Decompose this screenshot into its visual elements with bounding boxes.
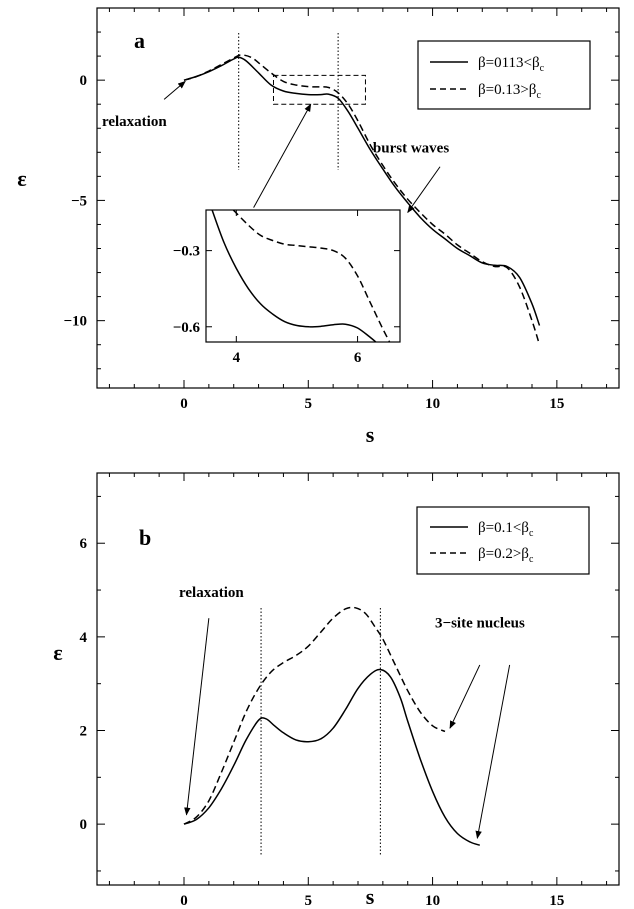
panel-a-legend: β=0113<βc β=0.13>βc: [417, 40, 591, 110]
panel-a-legend-label-1: β=0113<βc: [478, 55, 545, 74]
panel-b-annotation-3-site-nucleus: 3−site nucleus: [435, 616, 525, 632]
panel-b-annotation-relaxation: relaxation: [179, 585, 244, 601]
panel-a-annotation-relaxation: relaxation: [102, 114, 167, 130]
panel-a-legend-label-2: β=0.13>βc: [478, 82, 541, 101]
panel-b-annotation-arrow: [449, 664, 481, 729]
panel-b-plot-frame: [96, 472, 620, 886]
panel-a-annotation-burst-waves: burst waves: [373, 140, 449, 156]
panel-b-legend-label-2: β=0.2>βc: [478, 546, 534, 565]
panel-a-y-axis-label: ε: [17, 166, 26, 191]
panel-b-x-tick-label: 10: [425, 893, 440, 909]
panel-a-inset: 4 6 −0.3 −0.6: [173, 209, 401, 366]
panel-a-inset-y-tick-label: −0.6: [173, 320, 201, 336]
panel-b-y-tick-label: 2: [80, 724, 88, 740]
panel-a-x-tick-label: 15: [549, 396, 564, 412]
panel-a-x-tick-label: 5: [305, 396, 313, 412]
panel-a-annotation-arrow: [163, 80, 186, 100]
panel-a-legend-box: [417, 40, 591, 110]
panel-b-y-tick-label: 6: [80, 536, 88, 552]
panel-a-zoom-region-box: [272, 74, 366, 105]
panel-a-inset-series-solid-line: [211, 210, 377, 342]
panel-b-x-axis-label: s: [366, 884, 375, 909]
panel-a-x-axis-label: s: [366, 422, 375, 447]
panel-a-inset-pointer-arrow: [253, 103, 312, 208]
panel-a: 0 5 10 15 0 −5 −10 a s ε β=0113<βc β=0.13>βc r…: [17, 7, 620, 447]
panel-a-inset-y-tick-label: −0.3: [173, 244, 200, 260]
panel-b-y-tick-label: 0: [80, 817, 88, 833]
panel-a-annotation-arrow: [407, 166, 441, 214]
panel-a-series-solid-line: [183, 56, 541, 326]
panel-a-y-tick-label: 0: [80, 73, 88, 89]
panel-b-annotation-arrow: [475, 664, 511, 839]
panel-b-x-tick-label: 15: [549, 893, 564, 909]
panel-a-x-tick-label: 10: [425, 396, 440, 412]
panel-a-inset-x-tick-label: 6: [354, 350, 362, 366]
panel-a-inset-x-tick-label: 4: [233, 350, 241, 366]
panel-b-series-dashed-line: [183, 606, 446, 825]
panel-b-legend: β=0.1<βc β=0.2>βc: [416, 506, 590, 575]
panel-a-y-tick-label: −10: [63, 314, 87, 330]
panel-b-x-tick-label: 5: [305, 893, 313, 909]
panel-b-annotation-arrow: [184, 618, 210, 816]
panel-b-y-tick-label: 4: [80, 630, 88, 646]
panel-b-series-solid-line: [183, 668, 481, 846]
panel-b-label: b: [139, 525, 151, 550]
panel-a-x-tick-label: 0: [180, 396, 188, 412]
panel-a-y-tick-label: −5: [71, 193, 87, 209]
panel-b-legend-box: [416, 506, 590, 575]
panel-a-inset-frame: [205, 209, 401, 343]
panel-b-legend-label-1: β=0.1<βc: [478, 520, 534, 539]
panel-b-x-tick-label: 0: [180, 893, 188, 909]
panel-b: 0 5 10 15 0 2 4 6 b s ε β=0.1<βc β=0.2>βc relax…: [53, 472, 620, 909]
panel-b-y-axis-label: ε: [53, 640, 62, 665]
panel-a-inset-series-dashed-line: [232, 210, 391, 342]
panel-a-label: a: [134, 28, 145, 53]
